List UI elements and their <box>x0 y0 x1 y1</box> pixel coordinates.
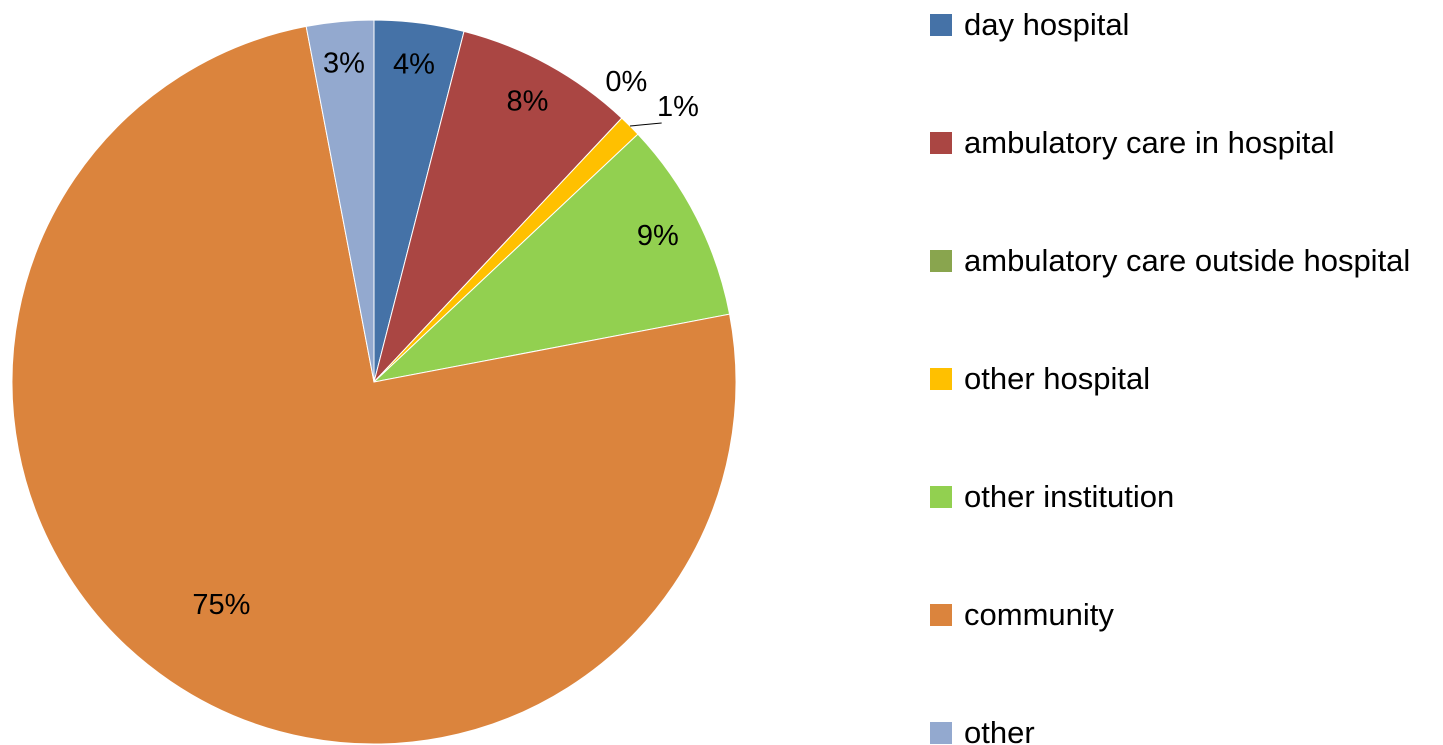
legend-item: other institution <box>930 472 1435 522</box>
pie-slice <box>373 30 623 383</box>
legend-label: ambulatory care in hospital <box>964 125 1335 160</box>
pie-slice <box>305 19 375 383</box>
legend-swatch <box>930 486 952 508</box>
legend-swatch <box>930 14 952 36</box>
pie-slice <box>372 133 731 383</box>
legend-item: ambulatory care in hospital <box>930 118 1435 168</box>
legend-label: community <box>964 597 1114 632</box>
data-label: 3% <box>323 48 365 80</box>
leader-line <box>629 122 662 127</box>
legend-label: other <box>964 715 1035 745</box>
pie-slice <box>11 25 737 745</box>
legend-item: ambulatory care outside hospital <box>930 236 1435 286</box>
legend-item: community <box>930 590 1435 640</box>
legend-swatch <box>930 604 952 626</box>
data-label: 9% <box>637 220 679 252</box>
legend-label: ambulatory care outside hospital <box>964 243 1411 278</box>
data-label: 75% <box>192 589 250 621</box>
legend-item: other <box>930 708 1435 745</box>
legend-item: other hospital <box>930 354 1435 404</box>
legend-swatch <box>930 368 952 390</box>
data-label: 0% <box>605 66 647 98</box>
legend-label: other hospital <box>964 361 1151 396</box>
legend-swatch <box>930 132 952 154</box>
legend-label: other institution <box>964 479 1175 514</box>
data-label: 8% <box>507 85 549 117</box>
legend-swatch <box>930 250 952 272</box>
legend-item: day hospital <box>930 0 1435 50</box>
data-label: 4% <box>393 49 435 81</box>
legend-swatch <box>930 722 952 744</box>
data-label: 1% <box>657 91 699 123</box>
pie-area: 4% 8% 0% 1% 9% 75% 3% <box>11 19 737 745</box>
legend-label: day hospital <box>964 7 1130 42</box>
